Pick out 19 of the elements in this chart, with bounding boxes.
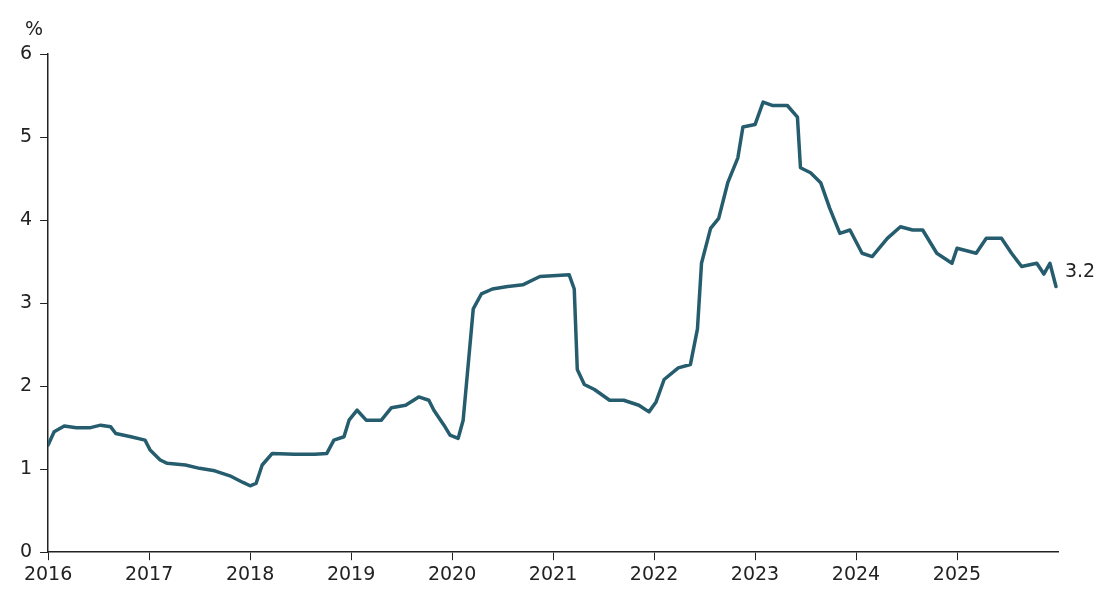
x-tick-label: 2025	[932, 561, 982, 584]
x-tick-label: 2016	[23, 561, 73, 584]
x-tick-label: 2024	[831, 561, 881, 584]
x-tick-label: 2018	[225, 561, 275, 584]
y-axis-title: %	[25, 17, 44, 40]
y-tick-label: 6	[19, 40, 33, 63]
x-tick-label: 2021	[528, 561, 578, 584]
x-tick-label: 2019	[326, 561, 376, 584]
y-tick-label: 5	[19, 123, 33, 146]
y-tick-label: 1	[19, 456, 33, 479]
y-tick-label: 2	[19, 373, 33, 396]
x-tick-label: 2023	[730, 561, 780, 584]
y-tick-label: 3	[19, 290, 33, 313]
x-tick-label: 2017	[124, 561, 174, 584]
annotation: 3.2	[1064, 259, 1096, 282]
y-tick-label: 0	[19, 539, 33, 562]
y-tick-label: 4	[19, 207, 33, 229]
x-tick-label: 2020	[427, 561, 477, 584]
x-tick-label: 2022	[629, 561, 679, 584]
